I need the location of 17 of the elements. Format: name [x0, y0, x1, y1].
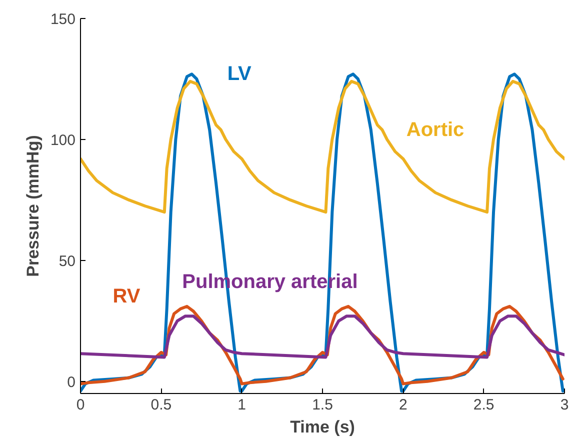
- x-tick-label: 1: [238, 396, 246, 414]
- x-tick-label: 1.5: [312, 396, 333, 414]
- x-tick-label: 2.5: [473, 396, 494, 414]
- y-tick-label: 100: [50, 132, 76, 149]
- y-tick-label: 0: [67, 374, 76, 391]
- x-tick-label: 2: [398, 396, 408, 414]
- y-axis-title: Pressure (mmHg): [23, 135, 42, 277]
- x-axis-title: Time (s): [290, 418, 355, 436]
- x-tick-label: 0.5: [150, 396, 172, 414]
- series-label: LV: [227, 63, 252, 86]
- line-series: [80, 80, 564, 214]
- series-label: RV: [112, 286, 141, 308]
- line-series: [80, 314, 564, 359]
- series-label: Aortic: [406, 118, 464, 141]
- y-tick-label: 150: [50, 11, 76, 28]
- x-tick-label: 3: [560, 396, 569, 414]
- y-tick-label: 50: [58, 252, 76, 270]
